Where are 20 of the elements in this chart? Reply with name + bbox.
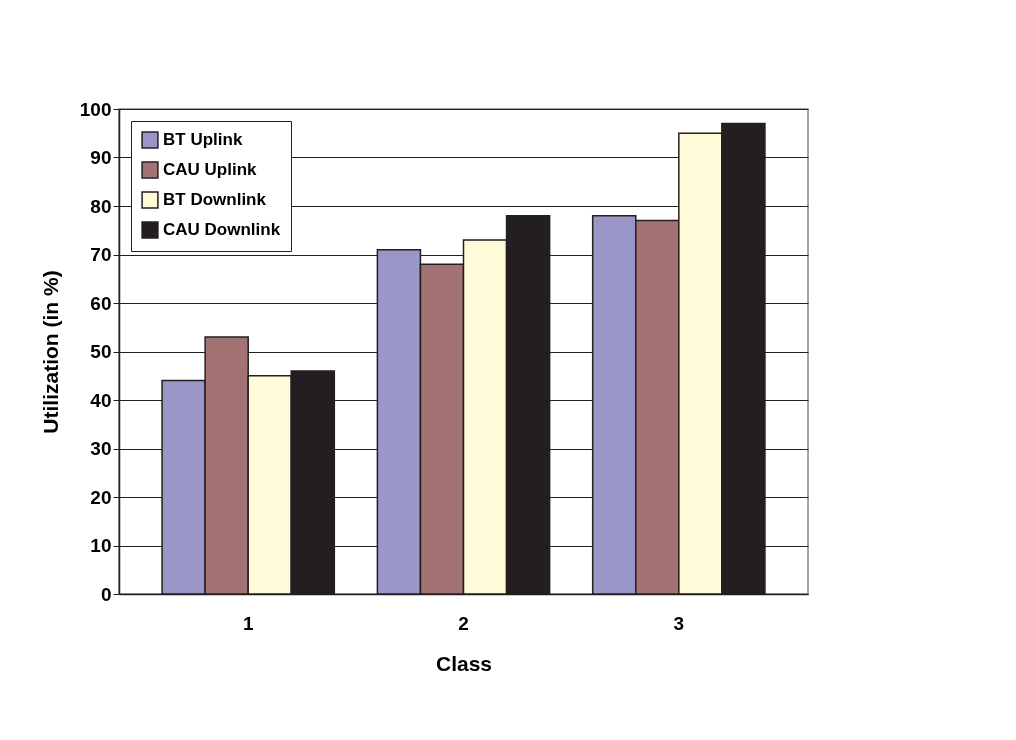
y-tick-label: 40 — [90, 389, 112, 411]
y-tick-label: 60 — [90, 292, 112, 314]
y-tick-label: 30 — [90, 438, 112, 459]
y-tick-label: 0 — [100, 583, 112, 605]
legend-label: CAU Downlink — [163, 220, 281, 239]
x-tick-label: 2 — [458, 612, 469, 634]
y-tick-label: 70 — [90, 244, 112, 265]
legend-label: CAU Uplink — [163, 160, 258, 179]
y-tick-label: 20 — [90, 486, 112, 508]
y-tick-label: 50 — [90, 341, 112, 362]
y-tick-label: 90 — [90, 147, 112, 168]
x-tick-label: 1 — [242, 612, 254, 634]
legend-label: BT Uplink — [163, 130, 243, 149]
y-tick-label: 100 — [79, 98, 112, 120]
y-tick-label: 80 — [90, 195, 112, 217]
y-axis-title: Utilization (in %) — [38, 270, 62, 434]
legend-label: BT Downlink — [163, 190, 267, 209]
x-tick-label: 3 — [673, 612, 685, 634]
y-tick-label: 10 — [90, 535, 112, 556]
x-axis-title: Class — [435, 651, 493, 675]
